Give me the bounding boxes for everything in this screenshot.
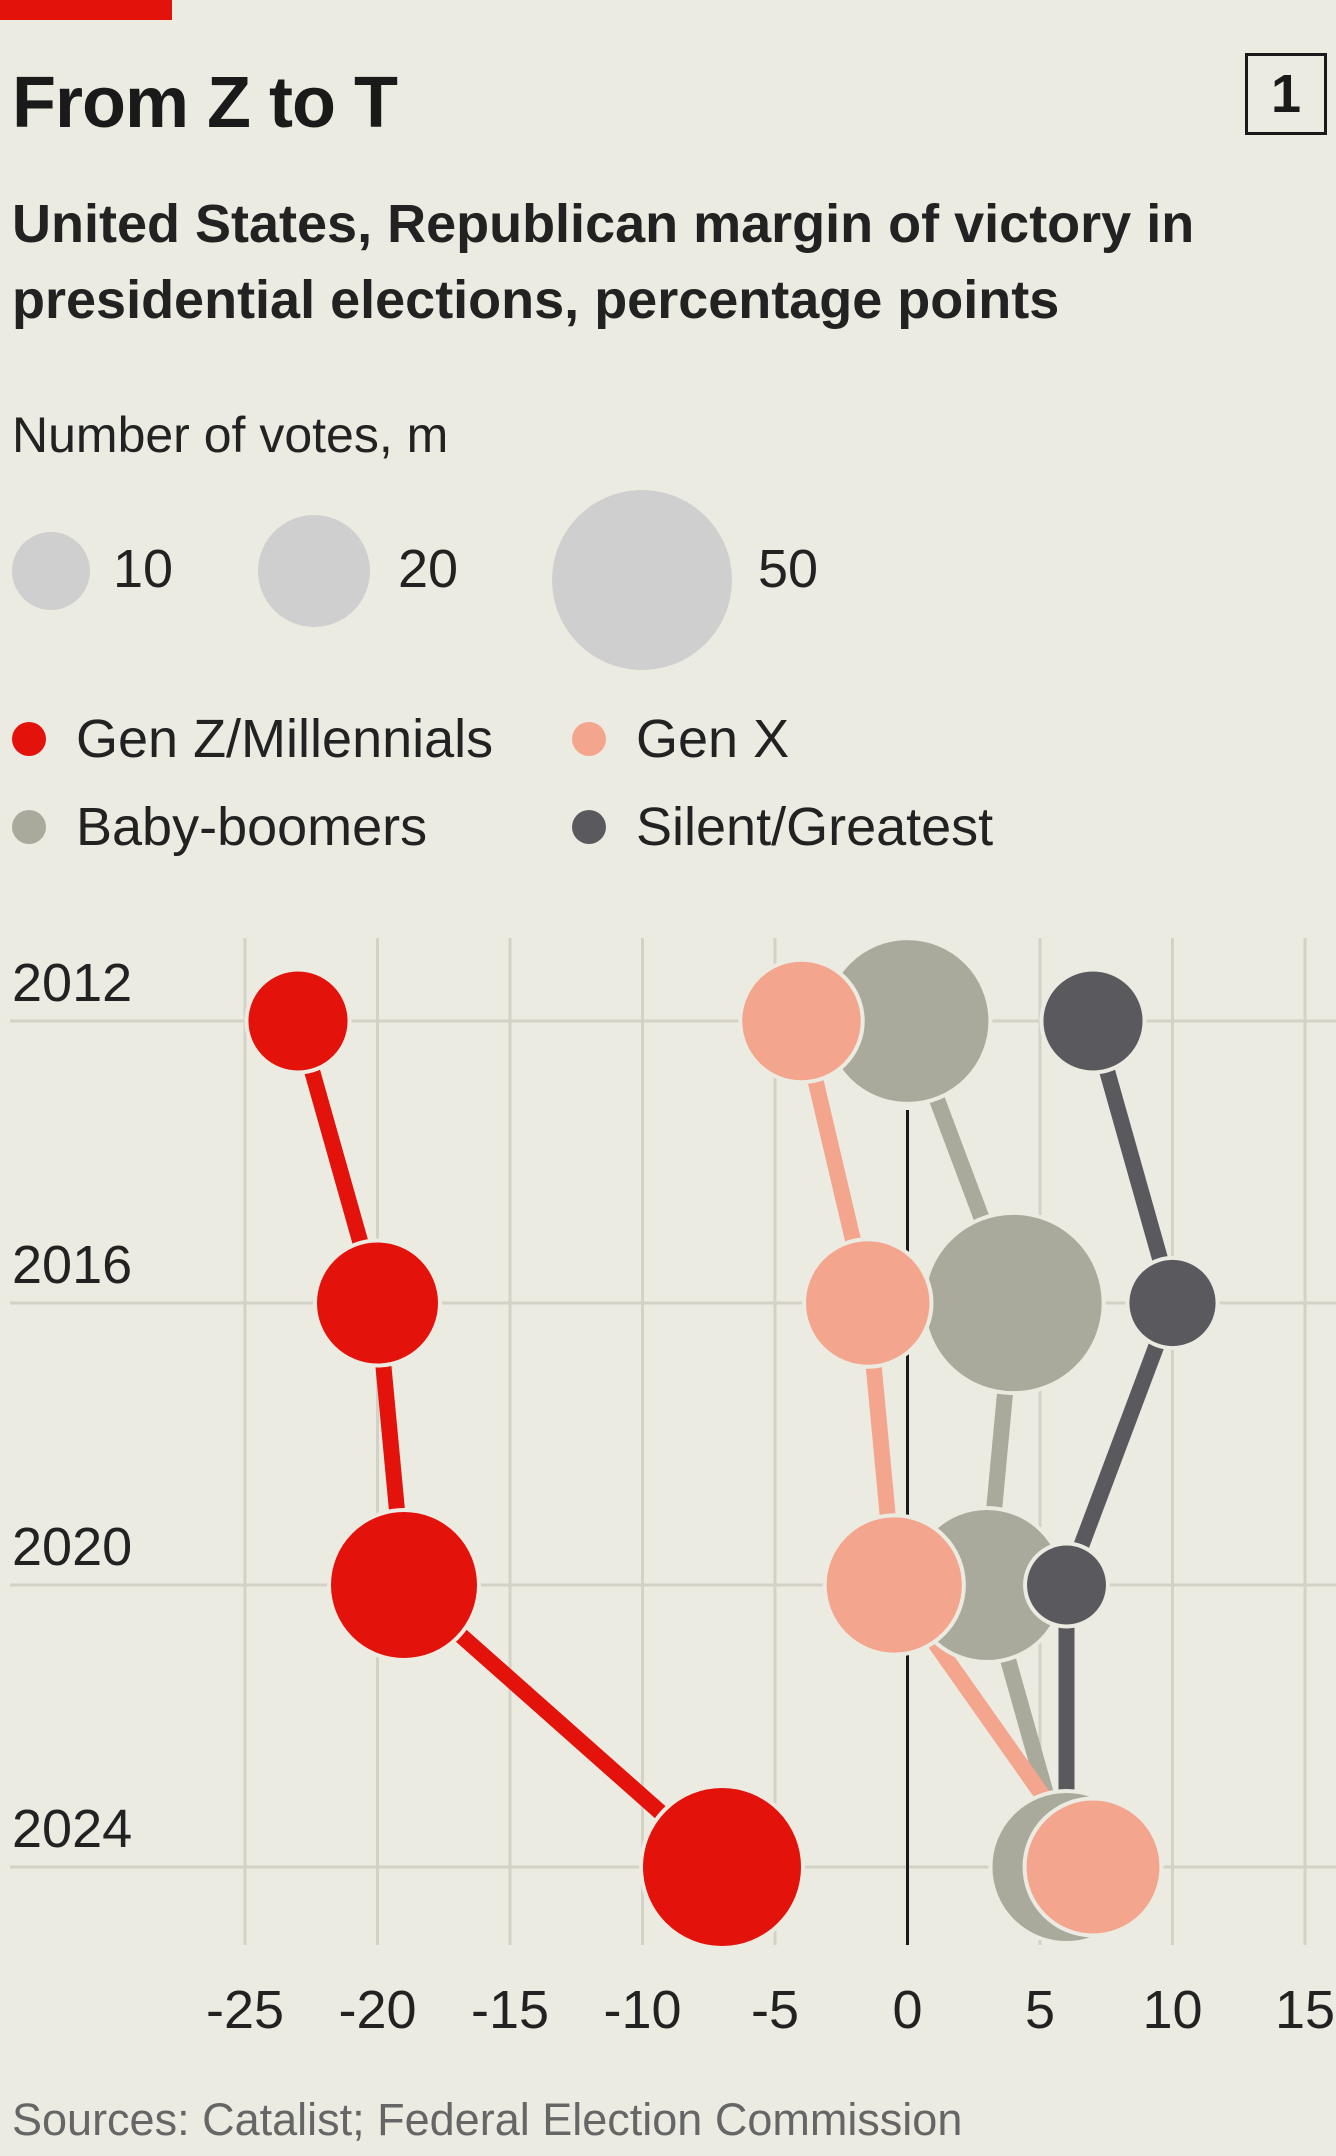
legend-item-silent-greatest: Silent/Greatest xyxy=(572,796,993,858)
legend-dot-silent-greatest xyxy=(572,810,606,844)
bubble-gen-x-2024 xyxy=(1022,1796,1164,1938)
size-legend-bubble-10 xyxy=(12,532,90,610)
size-legend: 10 20 50 xyxy=(0,480,1336,680)
bubble-gen-z-millennials-2016 xyxy=(313,1238,442,1368)
legend-item-gen-z-millennials: Gen Z/Millennials xyxy=(12,708,493,770)
legend-label-silent-greatest: Silent/Greatest xyxy=(636,797,994,857)
series-line-gen-x xyxy=(793,1019,1100,1872)
bubble-silent-greatest-2012 xyxy=(1039,967,1147,1075)
series-line-silent-greatest xyxy=(1058,1018,1181,1867)
bubble-chart: 2012 2016 2020 2024 -25 -20 -15 -10 -5 0 5 10 15 xyxy=(10,936,1336,2040)
x-tick-label-4: -5 xyxy=(751,1980,799,2040)
source-note: Sources: Catalist; Federal Election Comm… xyxy=(12,2094,963,2145)
bubble-gen-z-millennials-2020 xyxy=(327,1508,481,1662)
legend-label-gen-x: Gen X xyxy=(636,709,790,769)
x-tick-label-0: -25 xyxy=(206,1980,284,2040)
size-legend-title: Number of votes, m xyxy=(12,407,449,463)
size-legend-label-20: 20 xyxy=(398,539,459,599)
bubble-gen-x-2020 xyxy=(822,1513,966,1657)
chart-subtitle: United States, Republican margin of vict… xyxy=(12,194,1195,330)
legend-label-baby-boomers: Baby-boomers xyxy=(76,797,428,857)
series-line-gen-z-millennials xyxy=(290,1018,728,1873)
size-legend-bubble-20 xyxy=(258,515,370,627)
color-legend: Gen Z/Millennials Gen X Baby-boomers Sil… xyxy=(0,700,1336,880)
x-tick-label-2: -15 xyxy=(471,1980,549,2040)
x-tick-label-6: 5 xyxy=(1025,1980,1055,2040)
y-tick-label-2016: 2016 xyxy=(12,1235,132,1295)
bubble-gen-x-2016 xyxy=(802,1237,934,1369)
legend-label-gen-z-millennials: Gen Z/Millennials xyxy=(76,709,494,769)
brand-tab xyxy=(0,0,172,20)
bubble-gen-z-millennials-2024 xyxy=(638,1783,806,1951)
x-tick-label-7: 10 xyxy=(1142,1980,1202,2040)
size-legend-label-10: 10 xyxy=(113,539,174,599)
chart-title: From Z to T xyxy=(12,63,398,143)
y-tick-label-2012: 2012 xyxy=(12,953,132,1013)
x-tick-label-1: -20 xyxy=(338,1980,416,2040)
bubble-gen-x-2012 xyxy=(738,957,865,1085)
chart-number-badge: 1 xyxy=(1245,53,1327,135)
series-line-baby-boomers xyxy=(900,1018,1075,1870)
bubble-baby-boomers-2016 xyxy=(921,1210,1106,1396)
bubble-gen-z-millennials-2012 xyxy=(244,967,352,1075)
bubble-silent-greatest-2016 xyxy=(1125,1255,1220,1351)
x-tick-label-5: 0 xyxy=(892,1980,922,2040)
x-tick-label-8: 15 xyxy=(1275,1980,1335,2040)
legend-dot-gen-z-millennials xyxy=(12,722,46,756)
size-legend-bubble-50 xyxy=(552,490,732,670)
y-tick-label-2024: 2024 xyxy=(12,1799,132,1859)
legend-item-gen-x: Gen X xyxy=(572,708,789,770)
legend-dot-baby-boomers xyxy=(12,810,46,844)
x-tick-label-3: -10 xyxy=(603,1980,681,2040)
y-tick-label-2020: 2020 xyxy=(12,1517,132,1577)
size-legend-label-50: 50 xyxy=(758,539,819,599)
legend-item-baby-boomers: Baby-boomers xyxy=(12,796,427,858)
legend-dot-gen-x xyxy=(572,722,606,756)
bubble-silent-greatest-2020 xyxy=(1023,1541,1110,1629)
